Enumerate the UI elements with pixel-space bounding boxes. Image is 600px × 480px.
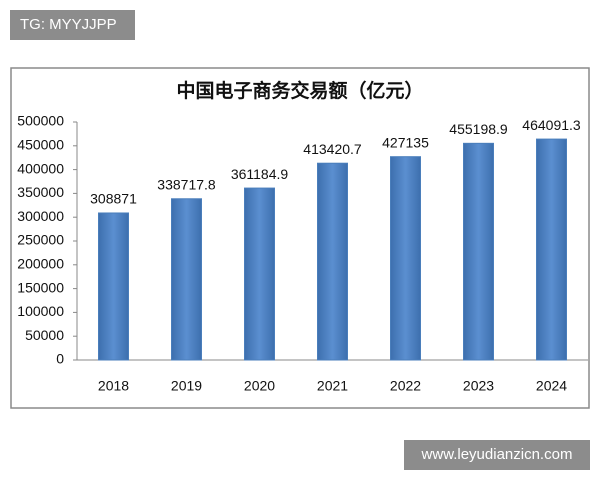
x-tick-label: 2018 (98, 378, 129, 394)
value-label: 308871 (90, 191, 137, 207)
x-tick-label: 2019 (171, 378, 202, 394)
y-tick-label: 50000 (25, 327, 64, 343)
bar (171, 198, 202, 361)
overlay-label: www.leyudianzicn.com (421, 446, 573, 463)
bar (536, 138, 567, 361)
overlay-label: TG: MYYJJPP (20, 16, 117, 33)
y-tick-label: 100000 (17, 303, 64, 319)
y-tick-label: 150000 (17, 279, 64, 295)
x-tick-label: 2021 (317, 378, 348, 394)
y-tick-label: 500000 (17, 113, 64, 129)
x-tick-label: 2022 (390, 378, 421, 394)
value-label: 338717.8 (157, 176, 216, 192)
chart-frame (10, 67, 590, 409)
y-tick-label: 450000 (17, 137, 64, 153)
y-tick-label: 200000 (17, 256, 64, 272)
bar (390, 156, 421, 361)
value-label: 413420.7 (303, 141, 362, 157)
chart-title: 中国电子商务交易额（亿元） (176, 79, 423, 102)
x-tick-label: 2023 (463, 378, 494, 394)
y-tick-label: 350000 (17, 184, 64, 200)
y-tick-label: 300000 (17, 208, 64, 224)
x-tick-label: 2020 (244, 378, 275, 394)
y-tick-label: 250000 (17, 232, 64, 248)
x-tick-label: 2024 (536, 378, 567, 394)
bar (463, 142, 494, 361)
bar (317, 162, 348, 361)
overlay-box (10, 10, 135, 40)
y-tick-label: 0 (56, 351, 64, 367)
bar (244, 187, 275, 361)
value-label: 427135 (382, 134, 429, 150)
value-label: 464091.3 (522, 117, 581, 133)
value-label: 455198.9 (449, 121, 508, 137)
y-tick-label: 400000 (17, 160, 64, 176)
bar (98, 212, 129, 361)
overlay-box (404, 440, 590, 470)
value-label: 361184.9 (231, 166, 289, 182)
